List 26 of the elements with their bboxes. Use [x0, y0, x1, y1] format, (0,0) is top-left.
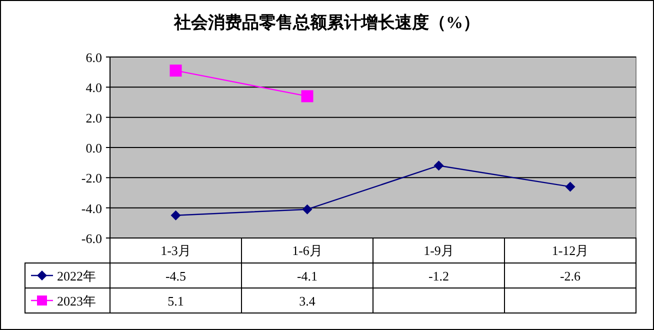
- data-label: -1.2: [428, 268, 450, 284]
- data-label: 3.4: [299, 294, 316, 308]
- y-tick-label: 4.0: [86, 80, 102, 96]
- chart-title: 社会消费品零售总额累计增长速度（%）: [173, 13, 480, 32]
- point: [170, 64, 182, 77]
- point: [302, 204, 312, 214]
- data-label: -4.5: [165, 268, 186, 284]
- legend-label: 2022年: [57, 268, 96, 284]
- point: [301, 90, 314, 102]
- y-tick-label: 6.0: [86, 50, 102, 65]
- point: [565, 182, 576, 192]
- y-tick-label: -6.0: [81, 231, 102, 246]
- y-tick-label: -4.0: [81, 200, 102, 216]
- point: [170, 210, 181, 220]
- legend-label: 2023年: [57, 294, 96, 308]
- data-label: 5.1: [168, 294, 184, 308]
- point: [434, 160, 444, 171]
- x-tick-label: 1-12月: [552, 243, 589, 258]
- y-tick-label: 2.0: [86, 110, 102, 126]
- data-label: -4.1: [296, 268, 318, 284]
- y-tick-label: -2.0: [81, 170, 102, 186]
- x-tick-label: 1-3月: [160, 243, 191, 258]
- x-tick-label: 1-6月: [292, 243, 322, 258]
- x-tick-label: 1-9月: [424, 243, 454, 258]
- data-label: -2.6: [560, 268, 582, 284]
- y-tick-label: 0.0: [86, 140, 102, 156]
